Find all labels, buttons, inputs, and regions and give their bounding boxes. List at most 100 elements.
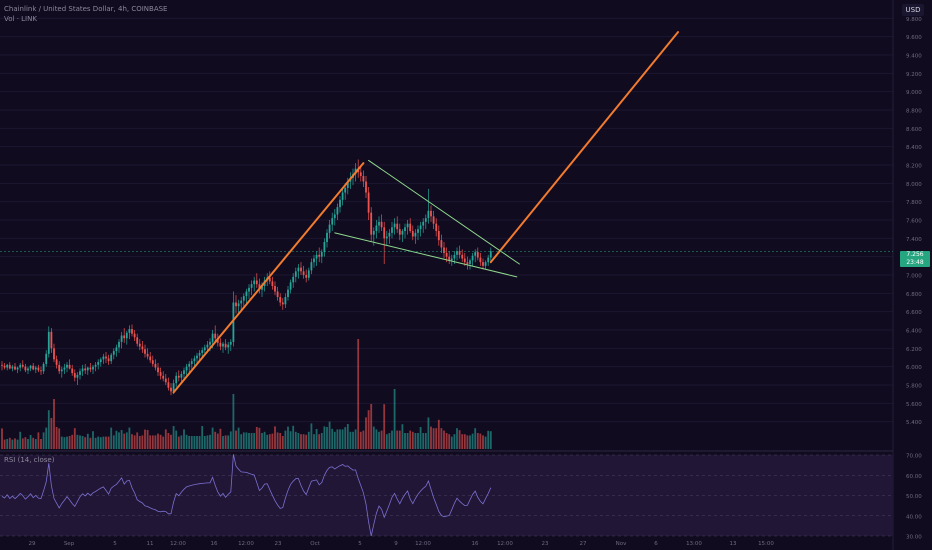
candle-body bbox=[53, 348, 55, 360]
candle-body bbox=[45, 353, 48, 364]
volume-bar bbox=[341, 429, 344, 449]
volume-bar bbox=[68, 436, 71, 449]
candle-body bbox=[430, 210, 432, 217]
candle-body bbox=[19, 364, 22, 368]
candle-body bbox=[359, 172, 362, 176]
rsi-tick-label: 60.00 bbox=[906, 474, 922, 480]
volume-bar bbox=[151, 435, 154, 449]
x-tick-label: 13:00 bbox=[686, 541, 702, 547]
volume-bar bbox=[125, 432, 128, 449]
volume-bar bbox=[458, 430, 461, 449]
candle-body bbox=[128, 329, 131, 333]
volume-bar bbox=[159, 434, 162, 449]
candle-body bbox=[193, 358, 196, 362]
candle-body bbox=[123, 335, 126, 339]
candle-body bbox=[73, 373, 76, 378]
x-tick-label: 12:00 bbox=[415, 541, 431, 547]
candle-body bbox=[346, 181, 349, 188]
volume-bar bbox=[484, 436, 487, 449]
candle-body bbox=[86, 367, 89, 371]
candle-body bbox=[417, 229, 419, 233]
candle-body bbox=[375, 225, 378, 231]
currency-button[interactable]: USD bbox=[902, 4, 924, 16]
candle-body bbox=[79, 371, 81, 375]
volume-bar bbox=[105, 436, 107, 449]
volume-bar bbox=[66, 436, 68, 449]
y-tick-label: 8.600 bbox=[906, 127, 922, 133]
volume-bar bbox=[300, 434, 302, 449]
candle-body bbox=[68, 364, 71, 369]
candle-body bbox=[419, 225, 422, 230]
y-tick-label: 8.800 bbox=[906, 109, 922, 115]
volume-bar bbox=[352, 431, 354, 449]
candle-body bbox=[190, 361, 193, 364]
candle-body bbox=[482, 262, 484, 266]
volume-bar bbox=[414, 433, 417, 449]
candle-body bbox=[115, 347, 118, 352]
candle-body bbox=[235, 302, 237, 307]
volume-bar bbox=[339, 429, 341, 449]
candle-body bbox=[422, 221, 425, 226]
candle-body bbox=[3, 365, 6, 368]
candle-body bbox=[411, 231, 414, 237]
volume-bar bbox=[240, 434, 243, 449]
volume-bar bbox=[440, 428, 443, 449]
volume-bar bbox=[222, 436, 224, 449]
volume-bar bbox=[216, 433, 219, 449]
x-tick-label: 5 bbox=[113, 541, 117, 547]
volume-bar bbox=[190, 436, 193, 449]
volume-bar bbox=[146, 430, 149, 449]
candle-body bbox=[323, 242, 326, 253]
volume-bar bbox=[432, 428, 435, 449]
candle-body bbox=[8, 364, 11, 369]
candle-body bbox=[198, 352, 201, 356]
candle-body bbox=[393, 223, 396, 228]
volume-bar bbox=[19, 431, 22, 449]
volume-bar bbox=[188, 436, 191, 449]
candle-body bbox=[63, 367, 66, 370]
volume-bar bbox=[149, 435, 152, 449]
volume-bar bbox=[289, 431, 292, 449]
candle-body bbox=[440, 240, 443, 248]
candle-body bbox=[162, 375, 165, 379]
volume-bar bbox=[315, 429, 318, 449]
volume-bar bbox=[40, 439, 42, 449]
x-tick-label: 13 bbox=[730, 541, 737, 547]
volume-bar bbox=[84, 437, 87, 449]
y-tick-label: 6.800 bbox=[906, 292, 922, 298]
candle-body bbox=[92, 366, 94, 370]
volume-bar bbox=[385, 434, 388, 449]
candle-body bbox=[398, 229, 401, 235]
y-tick-label: 7.600 bbox=[906, 219, 922, 225]
volume-bar bbox=[102, 436, 105, 449]
volume-bar bbox=[450, 436, 453, 449]
volume-bar bbox=[14, 438, 16, 449]
volume-bar bbox=[235, 430, 237, 449]
volume-bar bbox=[310, 423, 313, 449]
volume-bar bbox=[359, 431, 362, 449]
volume-bar bbox=[209, 434, 211, 449]
volume-bar bbox=[461, 434, 464, 449]
candle-body bbox=[84, 368, 87, 371]
volume-bar bbox=[6, 439, 9, 449]
candle-body bbox=[141, 346, 144, 350]
volume-bar bbox=[118, 432, 120, 449]
candle-body bbox=[66, 364, 68, 368]
volume-bar bbox=[266, 434, 269, 449]
volume-bar bbox=[63, 437, 66, 449]
volume-bar bbox=[409, 430, 412, 449]
candle-body bbox=[292, 276, 295, 283]
symbol-title[interactable]: Chainlink / United States Dollar, 4h, CO… bbox=[4, 5, 168, 13]
volume-bar bbox=[463, 434, 466, 449]
volume-bar bbox=[185, 434, 188, 449]
y-tick-label: 9.200 bbox=[906, 72, 922, 78]
volume-bar bbox=[307, 431, 310, 449]
volume-bar bbox=[346, 424, 349, 449]
candle-body bbox=[180, 374, 183, 378]
y-tick-label: 8.000 bbox=[906, 182, 922, 188]
candle-body bbox=[196, 355, 198, 359]
volume-bar bbox=[479, 433, 482, 449]
candle-body bbox=[24, 366, 27, 371]
volume-bar bbox=[422, 433, 425, 449]
